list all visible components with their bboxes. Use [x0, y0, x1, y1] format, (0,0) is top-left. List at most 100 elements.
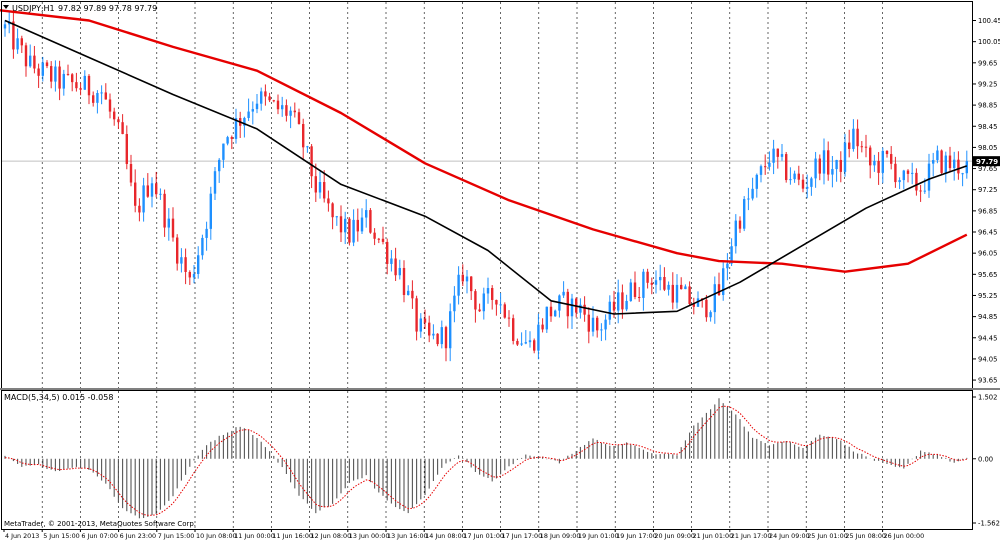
candle-body	[692, 304, 695, 307]
candle-body	[394, 258, 397, 276]
candle-body	[667, 284, 670, 290]
candle-body	[138, 205, 141, 213]
candle-body	[806, 186, 809, 189]
candle-body	[528, 340, 532, 343]
candle-body	[596, 317, 599, 331]
candle-body	[961, 173, 964, 175]
candle-body	[936, 150, 939, 161]
candle-body	[541, 324, 544, 330]
price-y-tick-label: 98.85	[978, 102, 997, 110]
price-y-tick-label: 94.05	[978, 355, 997, 363]
candle-body	[797, 173, 800, 180]
candle-body	[41, 62, 44, 76]
candle-body	[470, 276, 473, 292]
candle-body	[205, 228, 208, 238]
candle-body	[54, 66, 57, 82]
candle-body	[222, 143, 225, 160]
candle-body	[713, 284, 716, 313]
candle-body	[579, 304, 582, 313]
candle-body	[633, 282, 637, 297]
candle-body	[495, 299, 498, 305]
candle-body	[545, 306, 548, 330]
candle-body	[121, 122, 124, 135]
candle-body	[965, 161, 968, 174]
candle-body	[176, 237, 179, 264]
candle-body	[738, 220, 742, 229]
candle-body	[285, 105, 288, 116]
candle-body	[16, 38, 19, 50]
candle-body	[218, 159, 221, 172]
candle-body	[432, 333, 435, 336]
candle-body	[377, 238, 380, 240]
candle-body	[827, 150, 830, 175]
candle-body	[789, 179, 792, 181]
candle-body	[743, 199, 746, 229]
candle-body	[188, 271, 191, 278]
candle-body	[24, 45, 28, 67]
macd-y-tick-label: 1.502	[978, 394, 997, 402]
symbol-menu-icon[interactable]	[3, 5, 9, 9]
candle-body	[856, 128, 859, 147]
candle-body	[436, 333, 439, 345]
current-price-tag	[973, 156, 1000, 167]
x-tick-label: 14 Jun 08:00	[425, 532, 466, 540]
candle-body	[629, 282, 632, 301]
ohlc-readout: 97.82 97.89 97.78 97.79	[58, 4, 157, 13]
candle-body	[881, 150, 884, 173]
candle-body	[386, 241, 389, 264]
candle-body	[226, 137, 229, 144]
price-y-tick-label: 96.05	[978, 250, 997, 258]
candle-body	[197, 255, 200, 274]
candle-body	[734, 220, 737, 247]
candle-body	[146, 185, 149, 197]
candle-body	[33, 55, 36, 69]
candle-body	[688, 286, 691, 305]
candle-body	[339, 216, 343, 233]
candle-body	[478, 309, 481, 312]
price-y-tick-label: 96.85	[978, 207, 997, 215]
candle-body	[12, 21, 15, 50]
candle-body	[927, 163, 931, 191]
x-tick-label: 10 Jun 08:00	[196, 532, 237, 540]
candle-body	[554, 310, 557, 317]
price-y-tick-label: 100.45	[978, 17, 1000, 25]
candle-body	[587, 314, 590, 332]
candle-body	[906, 170, 910, 174]
candle-body	[747, 198, 750, 200]
candle-body	[902, 170, 905, 181]
candle-body	[646, 271, 649, 283]
x-tick-label: 6 Jun 23:00	[120, 532, 157, 540]
candle-body	[117, 119, 120, 123]
x-tick-label: 25 Jun 08:00	[845, 532, 886, 540]
candle-body	[29, 55, 32, 67]
candle-body	[503, 304, 506, 318]
candle-body	[3, 24, 7, 29]
candle-body	[440, 327, 443, 345]
candle-body	[150, 183, 154, 197]
candle-body	[835, 159, 838, 170]
candle-body	[864, 146, 868, 148]
candle-body	[79, 88, 82, 90]
candle-body	[562, 291, 565, 296]
candle-body	[663, 276, 666, 290]
copyright-text: MetaTrader, © 2001-2013, MetaQuotes Soft…	[4, 520, 196, 528]
candle-body	[314, 176, 317, 193]
candle-body	[533, 340, 536, 351]
candle-body	[310, 146, 313, 177]
price-y-tick-label: 95.25	[978, 292, 997, 300]
candle-body	[957, 159, 960, 174]
candle-body	[717, 284, 721, 295]
fast-moving-average-line	[4, 19, 968, 315]
candle-body	[209, 193, 212, 229]
candle-body	[390, 258, 393, 264]
candle-body	[852, 128, 855, 149]
candle-body	[600, 329, 603, 331]
candle-body	[877, 160, 880, 173]
candle-body	[444, 327, 448, 349]
candle-body	[537, 324, 540, 351]
candle-body	[255, 103, 259, 110]
macd-signal-line	[4, 405, 967, 516]
price-y-tick-label: 97.25	[978, 186, 997, 194]
candle-body	[612, 301, 616, 311]
candle-body	[159, 193, 162, 195]
